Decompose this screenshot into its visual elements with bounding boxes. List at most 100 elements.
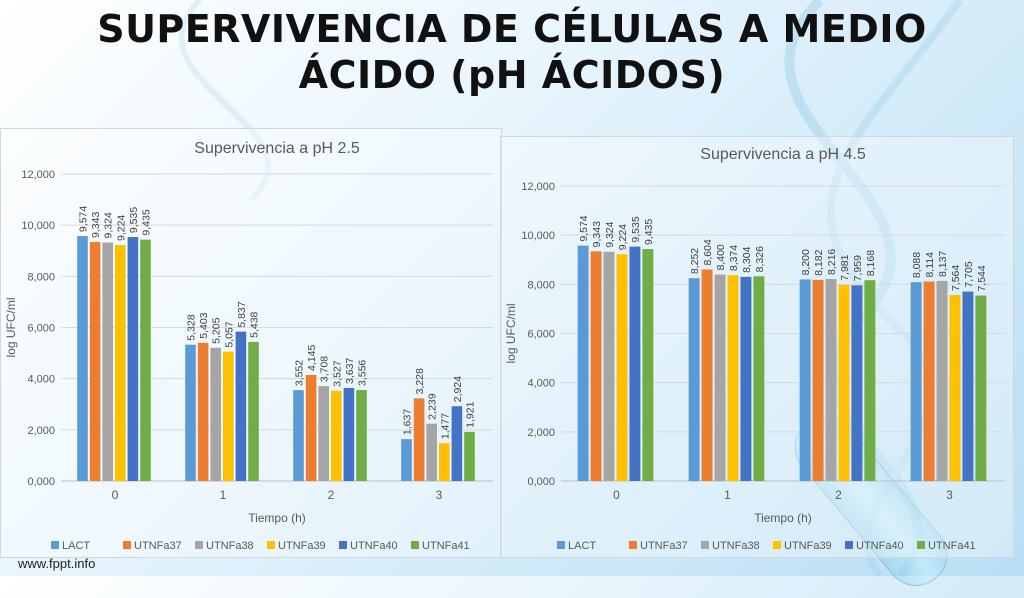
y-axis-label: log UFC/ml <box>504 303 518 363</box>
bar-utnfa41-t3 <box>464 431 475 481</box>
legend-swatch-lact <box>557 541 565 549</box>
x-tick-label: 1 <box>724 488 731 502</box>
x-tick-label: 3 <box>946 488 953 502</box>
bar-utnfa38-t2 <box>318 386 329 481</box>
legend-label: LACT <box>62 540 90 552</box>
data-label: 3,552 <box>294 360 306 386</box>
slide-title-line2: ÁCIDO (pH ÁCIDOS) <box>298 53 726 97</box>
data-label: 5,403 <box>198 312 210 338</box>
y-tick-label: 8,000 <box>27 271 55 283</box>
y-tick-label: 0,000 <box>527 476 555 488</box>
bar-lact-t3 <box>401 439 412 481</box>
bar-utnfa39-t0 <box>616 254 628 481</box>
legend-swatch-lact <box>51 541 59 549</box>
legend-label: UTNFa38 <box>712 540 760 552</box>
legend-swatch-utnfa40 <box>339 541 347 549</box>
bar-utnfa41-t2 <box>356 390 367 481</box>
legend-label: UTNFa39 <box>278 540 326 552</box>
y-tick-label: 6,000 <box>527 329 555 341</box>
bar-utnfa38-t2 <box>825 279 837 481</box>
y-tick-label: 10,000 <box>521 230 555 242</box>
bar-utnfa38-t0 <box>603 251 615 481</box>
data-label: 7,981 <box>839 254 851 280</box>
bar-lact-t2 <box>799 279 811 481</box>
data-label: 9,535 <box>128 207 140 233</box>
legend-swatch-utnfa38 <box>701 541 709 549</box>
bar-utnfa40-t2 <box>851 285 863 481</box>
data-label: 1,637 <box>402 409 414 435</box>
legend-swatch-utnfa38 <box>195 541 203 549</box>
bar-utnfa41-t3 <box>975 295 987 481</box>
data-label: 8,400 <box>715 244 727 270</box>
bar-utnfa39-t3 <box>439 443 450 481</box>
legend-swatch-utnfa37 <box>629 541 637 549</box>
data-label: 9,324 <box>604 221 616 247</box>
bar-utnfa40-t0 <box>127 237 139 481</box>
data-label: 9,435 <box>141 209 153 235</box>
data-label: 2,924 <box>452 376 464 402</box>
bar-lact-t2 <box>293 390 304 481</box>
chart-ph-4-5-svg: Supervivencia a pH 4.5 0,000 2,000 4,000 6,0… <box>504 146 1005 552</box>
data-label: 3,708 <box>319 356 331 382</box>
data-label: 5,205 <box>211 317 223 343</box>
y-tick-label: 12,000 <box>21 169 55 181</box>
bar-utnfa37-t2 <box>812 279 824 481</box>
legend-label: UTNFa41 <box>928 540 976 552</box>
data-label: 9,343 <box>90 212 102 238</box>
data-label: 8,182 <box>813 249 825 275</box>
data-label: 3,527 <box>331 360 343 386</box>
data-label: 7,959 <box>852 255 864 281</box>
chart-ph-4-5: Supervivencia a pH 4.5 0,000 2,000 4,000 6,0… <box>500 136 1014 558</box>
data-label: 9,224 <box>115 215 127 241</box>
legend-swatch-utnfa41 <box>917 541 925 549</box>
y-tick-label: 8,000 <box>527 279 555 291</box>
data-label: 4,145 <box>306 345 318 371</box>
y-tick-label: 12,000 <box>521 181 555 193</box>
data-label: 9,574 <box>78 206 90 232</box>
legend-swatch-utnfa39 <box>267 541 275 549</box>
bar-lact-t1 <box>688 278 700 481</box>
bar-utnfa37-t1 <box>197 342 209 481</box>
bar-lact-t1 <box>185 344 196 481</box>
data-label: 8,326 <box>754 246 766 272</box>
y-axis-label: log UFC/ml <box>4 297 18 357</box>
data-label: 8,252 <box>689 248 701 274</box>
slide-title-line1: SUPERVIVENCIA DE CÉLULAS A MEDIO <box>97 7 927 51</box>
bar-lact-t3 <box>910 282 922 481</box>
chart-title: Supervivencia a pH 4.5 <box>700 146 866 163</box>
bar-utnfa40-t0 <box>629 246 641 481</box>
bar-utnfa39-t1 <box>727 275 739 481</box>
data-label: 7,544 <box>976 265 988 291</box>
bar-utnfa37-t0 <box>89 241 101 481</box>
x-tick-label: 0 <box>112 488 119 502</box>
data-label: 1,477 <box>439 413 451 439</box>
data-label: 8,374 <box>728 245 740 271</box>
x-axis-label: Tiempo (h) <box>248 511 306 525</box>
bar-utnfa41-t0 <box>642 249 654 481</box>
chart-ph-2-5: Supervivencia a pH 2.5 0,000 2,000 4,000 6,0… <box>0 128 502 558</box>
bar-utnfa37-t2 <box>305 374 317 481</box>
bar-utnfa40-t1 <box>740 276 752 481</box>
data-label: 9,574 <box>578 215 590 241</box>
slide-title: SUPERVIVENCIA DE CÉLULAS A MEDIO ÁCIDO (… <box>0 6 1024 98</box>
legend-label: LACT <box>568 540 596 552</box>
bar-lact-t0 <box>577 245 589 481</box>
bar-utnfa37-t3 <box>923 281 935 481</box>
data-label: 3,228 <box>414 368 426 394</box>
legend-label: UTNFa37 <box>134 540 182 552</box>
bar-lact-t0 <box>77 236 88 481</box>
x-axis-label: Tiempo (h) <box>754 511 812 525</box>
data-label: 8,200 <box>800 249 812 275</box>
bar-utnfa40-t3 <box>962 291 974 481</box>
x-tick-label: 3 <box>436 488 443 502</box>
data-label: 1,921 <box>465 401 477 427</box>
bar-utnfa41-t1 <box>248 341 259 481</box>
y-tick-label: 6,000 <box>27 323 55 335</box>
bar-utnfa39-t0 <box>115 245 126 481</box>
bar-utnfa38-t1 <box>210 347 221 481</box>
data-label: 9,343 <box>591 221 603 247</box>
data-label: 8,137 <box>937 251 949 277</box>
legend-label: UTNFa40 <box>350 540 398 552</box>
bar-utnfa40-t2 <box>343 387 355 481</box>
bar-utnfa41-t2 <box>864 280 876 481</box>
